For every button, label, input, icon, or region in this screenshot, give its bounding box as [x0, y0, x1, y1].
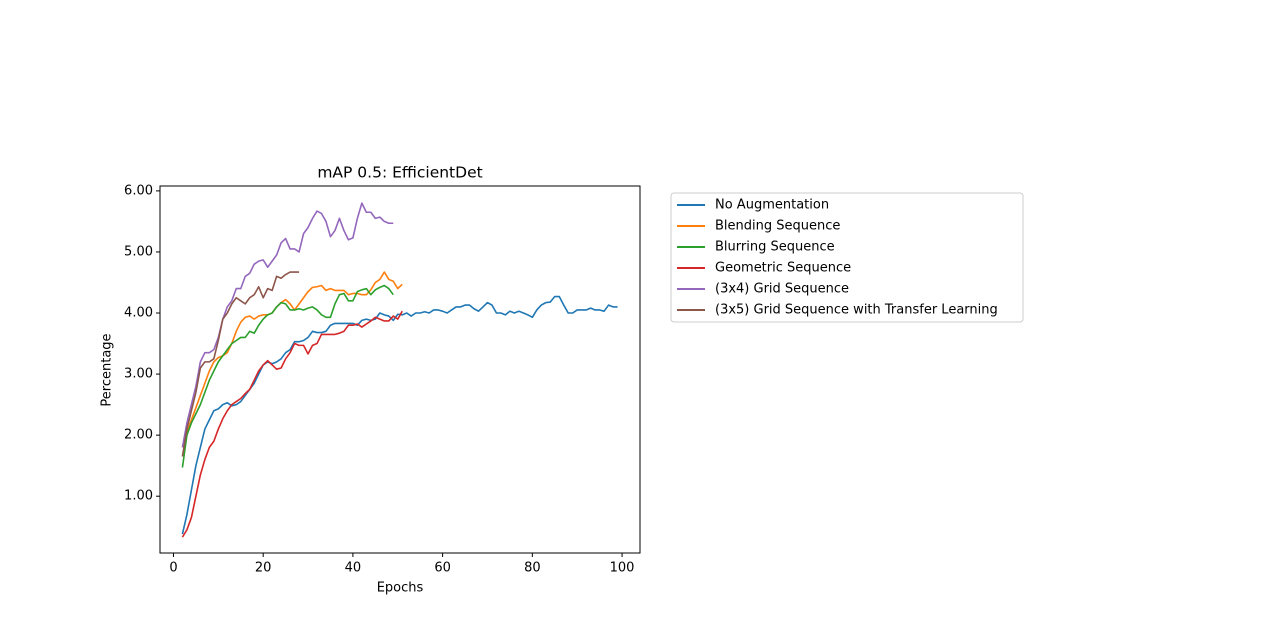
series-line [181, 284, 394, 468]
series-line [181, 310, 403, 538]
legend-label: (3x4) Grid Sequence [715, 282, 849, 297]
x-tick-label: 60 [434, 561, 451, 576]
legend-label: No Augmentation [715, 198, 829, 213]
series-line [181, 271, 300, 457]
x-tick-label: 100 [610, 561, 635, 576]
x-tick-label: 20 [255, 561, 272, 576]
y-tick-label: 6.00 [124, 183, 153, 198]
legend-label: Blending Sequence [715, 219, 840, 234]
series-line [181, 271, 403, 448]
chart-title: mAP 0.5: EfficientDet [317, 164, 482, 182]
y-axis-label: Percentage [100, 333, 115, 406]
y-tick-label: 3.00 [124, 367, 153, 382]
series-line [181, 202, 394, 448]
legend-label: Geometric Sequence [715, 261, 851, 276]
legend-label: (3x5) Grid Sequence with Transfer Learni… [715, 303, 998, 318]
x-tick-label: 0 [169, 561, 177, 576]
legend-label: Blurring Sequence [715, 240, 835, 255]
x-axis-label: Epochs [377, 581, 424, 596]
y-tick-label: 4.00 [124, 306, 153, 321]
legend-box [670, 192, 1024, 323]
y-tick-label: 2.00 [124, 428, 153, 443]
y-tick-label: 5.00 [124, 244, 153, 259]
x-tick-label: 80 [524, 561, 541, 576]
y-tick-label: 1.00 [124, 489, 153, 504]
plot-frame [159, 185, 641, 554]
x-tick-label: 40 [345, 561, 362, 576]
